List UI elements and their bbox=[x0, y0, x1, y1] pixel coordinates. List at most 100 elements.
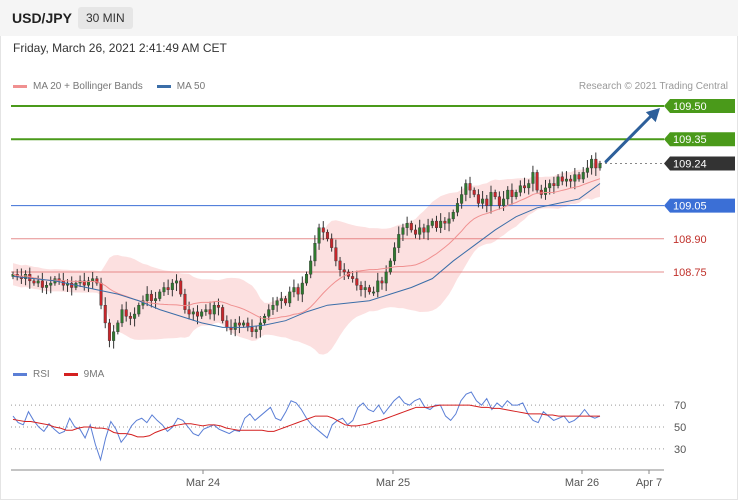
candle-up bbox=[543, 187, 547, 195]
symbol-label: USD/JPY bbox=[12, 10, 72, 26]
candle-down bbox=[40, 280, 44, 288]
candle-up bbox=[451, 212, 455, 220]
candle-up bbox=[527, 183, 531, 189]
candle-down bbox=[510, 189, 514, 197]
candle-down bbox=[552, 183, 556, 186]
candle-down bbox=[250, 327, 254, 332]
candle-up bbox=[581, 172, 585, 180]
forecast-arrow-shaft bbox=[604, 113, 654, 164]
time-axis-label-2: Mar 26 bbox=[565, 477, 599, 489]
candle-down bbox=[434, 220, 438, 228]
candle-down bbox=[569, 178, 573, 182]
candle-down bbox=[367, 287, 371, 293]
candle-down bbox=[32, 280, 36, 284]
moving-average-layer bbox=[12, 108, 660, 328]
candle-down bbox=[57, 278, 61, 282]
forecast-arrow-head bbox=[645, 108, 660, 123]
candle-up bbox=[267, 309, 271, 317]
candle-down bbox=[166, 287, 170, 290]
candle-down bbox=[342, 269, 346, 273]
candle-up bbox=[418, 227, 422, 235]
candle-up bbox=[288, 291, 292, 304]
candle-down bbox=[472, 189, 476, 195]
candle-up bbox=[49, 282, 53, 286]
chart-header: USD/JPY 30 MIN bbox=[0, 0, 738, 36]
candle-up bbox=[481, 198, 485, 204]
candle-down bbox=[535, 172, 539, 191]
candle-down bbox=[476, 194, 480, 204]
candle-up bbox=[78, 280, 82, 284]
candle-up bbox=[564, 178, 568, 182]
candle-up bbox=[489, 192, 493, 206]
bollinger-band bbox=[13, 160, 600, 355]
candle-up bbox=[439, 220, 443, 228]
candle-up bbox=[363, 287, 367, 290]
candle-up bbox=[502, 198, 506, 206]
rsi-legend-label: RSI bbox=[33, 369, 50, 380]
level-label-3: 109.05 bbox=[673, 201, 707, 213]
candle-up bbox=[305, 274, 308, 284]
candle-up bbox=[279, 298, 283, 301]
candle-up bbox=[384, 271, 388, 284]
candle-down bbox=[183, 293, 187, 310]
candle-up bbox=[430, 220, 434, 226]
candle-up bbox=[455, 203, 459, 213]
candle-up bbox=[170, 282, 174, 290]
level-label-5: 108.75 bbox=[673, 267, 707, 279]
candle-down bbox=[594, 158, 598, 169]
candle-up bbox=[86, 280, 90, 286]
candle-up bbox=[91, 278, 95, 282]
candle-down bbox=[237, 322, 241, 326]
candle-up bbox=[254, 329, 258, 332]
candle-down bbox=[409, 223, 413, 231]
ma50-line bbox=[12, 183, 601, 328]
timeframe-button[interactable]: 30 MIN bbox=[78, 7, 133, 29]
candle-up bbox=[154, 298, 158, 301]
candle-down bbox=[225, 320, 229, 328]
level-label-1: 109.35 bbox=[673, 134, 707, 146]
candle-down bbox=[95, 278, 99, 284]
candle-up bbox=[506, 189, 510, 200]
candle-up bbox=[292, 287, 296, 293]
candle-up bbox=[133, 313, 137, 319]
candle-up bbox=[158, 291, 162, 299]
candle-down bbox=[560, 176, 564, 182]
candle-down bbox=[422, 227, 426, 233]
rsi-tick-label-1: 50 bbox=[674, 422, 686, 434]
candle-down bbox=[359, 285, 363, 290]
ma20-line bbox=[12, 178, 601, 320]
candle-up bbox=[518, 185, 522, 193]
candle-down bbox=[221, 307, 225, 321]
candle-up bbox=[200, 311, 204, 317]
candle-down bbox=[70, 282, 74, 288]
candle-up bbox=[116, 322, 120, 332]
candle-down bbox=[334, 247, 338, 262]
datetime-label: Friday, March 26, 2021 2:41:49 AM CET bbox=[13, 41, 227, 55]
candle-down bbox=[179, 280, 183, 295]
rsi-legend: RSI 9MA bbox=[13, 369, 118, 380]
candle-down bbox=[485, 198, 489, 206]
time-axis-label-0: Mar 24 bbox=[186, 477, 220, 489]
candle-down bbox=[99, 282, 103, 306]
rsi-panel: 70 50 30 bbox=[11, 391, 686, 462]
rsi-tick-label-0: 70 bbox=[674, 400, 686, 412]
candle-down bbox=[82, 280, 86, 286]
candle-up bbox=[585, 167, 589, 173]
level-tag-2 bbox=[664, 156, 735, 171]
candle-up bbox=[514, 192, 518, 197]
candle-up bbox=[162, 287, 166, 293]
candle-up bbox=[242, 322, 246, 326]
candle-up bbox=[137, 305, 141, 315]
candle-down bbox=[103, 305, 107, 324]
candle-up bbox=[388, 260, 392, 273]
candle-up bbox=[372, 291, 376, 294]
time-axis-label-1: Mar 25 bbox=[376, 477, 410, 489]
candle-down bbox=[216, 305, 220, 308]
rsi-ma-swatch bbox=[63, 373, 78, 376]
rsi-line bbox=[12, 391, 601, 462]
candle-down bbox=[124, 309, 128, 317]
candle-up bbox=[397, 234, 401, 248]
candle-down bbox=[577, 174, 581, 180]
candle-down bbox=[443, 220, 447, 224]
